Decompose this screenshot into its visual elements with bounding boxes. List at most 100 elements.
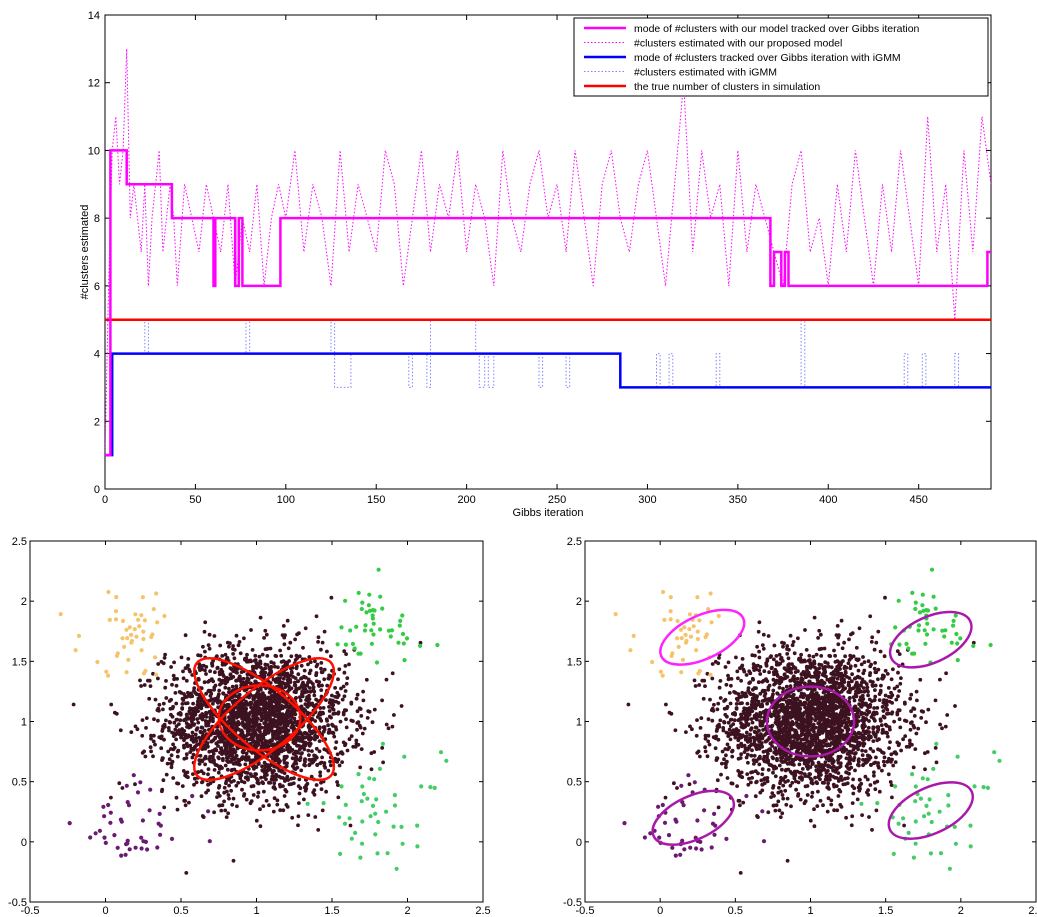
scatter-point-cluster-0: [256, 702, 260, 707]
scatter-point-cluster-0: [148, 745, 153, 750]
scatter-point-cluster-0: [254, 818, 259, 823]
scatter-point-cluster-0: [716, 805, 721, 810]
scatter-point-cluster-0: [745, 747, 749, 752]
scatter-point-cluster-0: [291, 721, 296, 725]
scatter-point-cluster-0: [234, 705, 239, 710]
scatter-point-cluster-0: [326, 768, 331, 773]
scatter-point-cluster-0: [267, 803, 271, 808]
scatter-point-cluster-0: [791, 640, 796, 644]
scatter-point-cluster-0: [739, 714, 744, 719]
scatter-point-cluster-0: [223, 763, 228, 768]
scatter-point-cluster-0: [231, 858, 236, 863]
scatter-point-cluster-0: [292, 690, 297, 694]
scatter-point-cluster-0: [286, 646, 291, 651]
scatter-point-cluster-0: [210, 739, 214, 744]
scatter-point-cluster-0: [232, 749, 237, 753]
scatter-point-cluster-0: [181, 669, 185, 674]
scatter-point-cluster-0: [239, 732, 244, 736]
scatter-point-cluster-0: [851, 777, 855, 782]
scatter-point-cluster-0: [703, 684, 707, 688]
scatter-point-cluster-4: [360, 819, 365, 824]
scatter-point-cluster-0: [185, 664, 190, 669]
scatter-point-cluster-0: [255, 699, 260, 704]
scatter-point-cluster-0: [231, 796, 236, 801]
scatter-point-cluster-2: [401, 641, 406, 646]
scatter-point-cluster-0: [788, 684, 793, 689]
scatter-point-cluster-0: [171, 673, 176, 678]
scatter-point-cluster-0: [868, 671, 873, 675]
scatter-point-cluster-0: [298, 695, 302, 700]
scatter-point-cluster-0: [156, 662, 161, 666]
scatter-point-cluster-0: [235, 804, 239, 809]
scatter-point-cluster-0: [891, 667, 895, 672]
scatter-point-cluster-0: [785, 644, 790, 648]
scatter-point-cluster-0: [208, 698, 213, 702]
scatter-point-cluster-0: [859, 695, 863, 699]
scatter-point-cluster-0: [729, 717, 734, 722]
scatter-point-cluster-0: [284, 789, 289, 794]
scatter-point-cluster-0: [202, 728, 207, 733]
scatter-point-cluster-0: [802, 732, 807, 737]
scatter-point-cluster-0: [258, 659, 263, 664]
scatter-point-cluster-0: [695, 718, 699, 722]
scatter-point-cluster-0: [889, 695, 893, 700]
scatter-point-cluster-0: [746, 782, 751, 787]
scatter-point-cluster-0: [171, 742, 176, 747]
scatter-point-cluster-0: [327, 673, 331, 678]
scatter-point-cluster-0: [796, 636, 800, 641]
scatter-point-cluster-0: [865, 729, 869, 734]
scatter-point-cluster-4: [338, 851, 343, 857]
scatter-point-cluster-1: [139, 613, 144, 618]
scatter-point-cluster-0: [340, 697, 345, 702]
scatter-point-cluster-0: [198, 753, 203, 758]
scatter-point-cluster-0: [695, 751, 700, 755]
scatter-point-cluster-0: [173, 727, 178, 732]
scatter-point-cluster-0: [245, 717, 250, 721]
scatter-point-cluster-0: [251, 730, 256, 735]
scatter-point-cluster-0: [309, 774, 314, 779]
scatter-point-cluster-3: [108, 810, 113, 815]
scatter-point-cluster-0: [804, 675, 808, 680]
scatter-point-cluster-0: [208, 669, 213, 674]
scatter-point-cluster-0: [873, 760, 878, 765]
scatter-point-cluster-0: [222, 790, 227, 795]
legend-label-0: mode of #clusters with our model tracked…: [634, 23, 920, 35]
scatter-point-cluster-0: [761, 728, 765, 732]
scatter-point-cluster-0: [722, 706, 727, 711]
scatter-point-cluster-0: [180, 784, 185, 788]
scatter-point-cluster-0: [217, 688, 222, 693]
scatter-point-cluster-0: [813, 775, 817, 780]
scatter-point-cluster-0: [214, 730, 219, 734]
scatter-point-cluster-0: [233, 712, 238, 716]
scatter-point-cluster-0: [887, 699, 892, 704]
scatter-point-cluster-0: [302, 797, 306, 802]
scatter-point-cluster-0: [698, 754, 702, 759]
scatter-point-cluster-0: [817, 628, 822, 633]
scatter-point-cluster-0: [262, 760, 267, 765]
scatter-point-cluster-0: [807, 747, 811, 751]
scatter-point-cluster-0: [253, 664, 258, 669]
scatter-point-cluster-4: [400, 841, 405, 846]
scatter-point-cluster-4: [343, 802, 348, 808]
scatter-point-cluster-0: [854, 689, 858, 694]
scatter-point-cluster-0: [264, 798, 269, 803]
scatter-point-cluster-0: [736, 798, 741, 803]
scatter-point-cluster-0: [740, 657, 745, 661]
scatter-point-cluster-0: [162, 805, 167, 810]
scatter-point-cluster-0: [151, 671, 155, 676]
scatter-point-cluster-0: [776, 730, 781, 735]
scatter-point-cluster-0: [263, 725, 268, 730]
scatter-point-cluster-0: [266, 730, 271, 735]
scatter-point-cluster-0: [844, 815, 848, 820]
scatter-point-cluster-0: [887, 756, 891, 761]
scatter-point-cluster-0: [766, 687, 771, 692]
scatter-point-cluster-0: [759, 778, 764, 783]
scatter-point-cluster-0: [251, 784, 256, 788]
scatter-point-cluster-0: [781, 644, 785, 649]
scatter-point-cluster-0: [170, 714, 175, 719]
scatter-point-cluster-0: [736, 676, 740, 681]
scatter-point-cluster-0: [896, 670, 900, 675]
scatter-point-cluster-0: [249, 758, 254, 763]
scatter-point-cluster-0: [736, 745, 741, 750]
scatter-point-cluster-0: [143, 754, 148, 759]
